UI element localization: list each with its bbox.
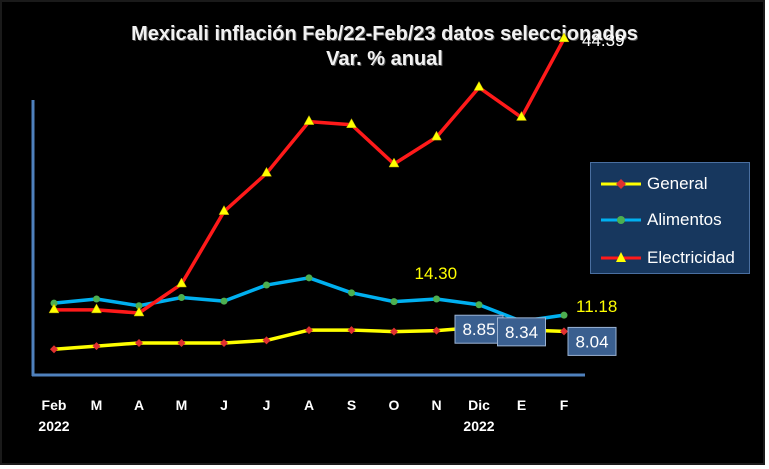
data-point-alimentos [220, 297, 228, 305]
legend-marker-general [616, 179, 626, 189]
data-point-alimentos [135, 302, 143, 310]
data-point-electricidad [431, 130, 442, 141]
legend-label-alimentos: Alimentos [647, 210, 722, 229]
data-point-general [135, 338, 143, 347]
data-point-electricidad [558, 32, 570, 43]
legend-label-general: General [647, 174, 708, 193]
data-label-box [454, 314, 504, 344]
data-point-electricidad [346, 118, 357, 128]
data-point-general [390, 327, 398, 336]
x-tick-label: Feb [42, 397, 67, 413]
data-point-electricidad [388, 157, 400, 168]
data-point-alimentos [263, 281, 270, 289]
data-point-general [177, 338, 186, 347]
x-tick-label: A [134, 397, 144, 413]
x-tick-label: E [517, 397, 526, 413]
x-year-label: 2022 [463, 418, 494, 434]
data-point-alimentos [475, 301, 483, 309]
data-label: 11.18 [576, 297, 617, 316]
legend-item-alimentos: Alimentos [599, 209, 749, 231]
data-label: 44.39 [582, 31, 625, 50]
data-point-alimentos [348, 289, 355, 297]
data-label: 8.34 [505, 323, 538, 342]
data-label: 14.30 [415, 264, 458, 283]
data-point-general [220, 338, 228, 347]
series-line-electricidad [54, 37, 566, 315]
chart-title-line-1: Mexicali inflación Feb/22-Feb/23 datos s… [131, 23, 638, 45]
data-label-box [497, 317, 546, 347]
data-point-general [262, 336, 271, 345]
data-label: 8.04 [575, 332, 608, 351]
legend: General Alimentos Electricidad [590, 162, 750, 274]
legend-marker-alimentos [617, 216, 625, 224]
data-point-electricidad [176, 277, 187, 288]
data-point-general [305, 326, 313, 335]
x-tick-label: N [431, 397, 441, 413]
data-point-general [347, 326, 356, 335]
data-point-alimentos [560, 311, 568, 319]
x-tick-label: F [560, 397, 569, 413]
data-label: 8.85 [462, 320, 495, 339]
data-point-alimentos [50, 299, 58, 307]
legend-label-electricidad: Electricidad [647, 248, 735, 267]
x-tick-label: Dic [468, 397, 490, 413]
data-point-general [432, 326, 441, 335]
legend-item-general: General [599, 173, 749, 195]
data-point-electricidad [473, 80, 485, 91]
data-point-electricidad [261, 166, 272, 177]
data-point-alimentos [178, 293, 185, 301]
data-point-electricidad [48, 303, 60, 314]
data-point-electricidad [91, 303, 102, 314]
legend-item-electricidad: Electricidad [599, 247, 749, 269]
data-point-alimentos [305, 274, 313, 282]
x-tick-label: O [389, 397, 400, 413]
chart-title: Mexicali inflación Feb/22-Feb/23 datos s… [0, 22, 769, 72]
data-point-electricidad [133, 306, 145, 317]
data-point-electricidad [516, 110, 527, 121]
data-point-electricidad [303, 115, 315, 125]
data-point-general [92, 342, 101, 351]
x-tick-label: M [91, 397, 103, 413]
x-year-label: 2022 [38, 418, 69, 434]
x-tick-label: J [220, 397, 228, 413]
chart-title-line-2: Var. % anual [326, 48, 443, 70]
x-tick-label: J [263, 397, 271, 413]
data-point-alimentos [93, 295, 100, 303]
data-point-electricidad [218, 205, 230, 215]
data-point-general [50, 345, 58, 354]
x-tick-label: S [347, 397, 356, 413]
data-point-general [560, 327, 568, 336]
x-tick-label: A [304, 397, 314, 413]
legend-marker-electricidad [616, 252, 626, 262]
data-point-alimentos [390, 298, 398, 306]
data-label-box [567, 326, 617, 356]
data-point-alimentos [433, 295, 440, 303]
x-tick-label: M [176, 397, 188, 413]
